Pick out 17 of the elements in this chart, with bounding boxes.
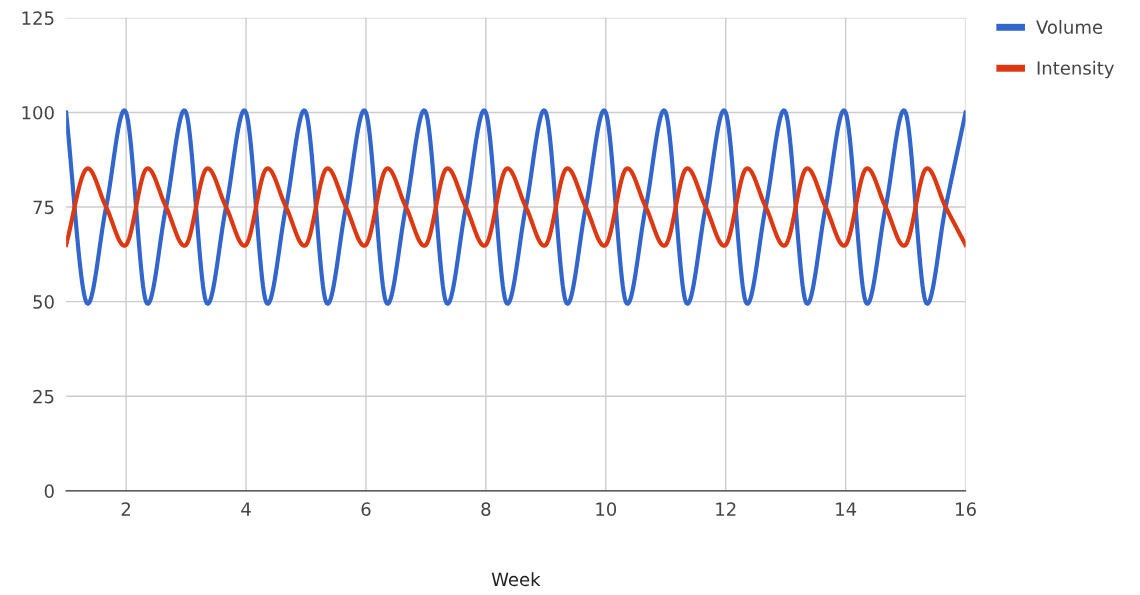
y-tick-label: 125 xyxy=(22,11,54,25)
y-tick-label: 75 xyxy=(33,200,54,215)
x-tick-label: 6 xyxy=(361,502,371,516)
x-tick-label: 14 xyxy=(836,502,857,516)
x-tick-label: 4 xyxy=(241,502,251,516)
y-tick-label: 0 xyxy=(44,484,54,498)
legend-label: Volume xyxy=(1036,19,1103,34)
y-tick-label: 25 xyxy=(33,389,54,404)
x-tick-label: 2 xyxy=(121,502,131,516)
x-tick-label: 12 xyxy=(716,502,736,516)
y-tick-label: 50 xyxy=(33,295,54,309)
x-axis-title: Week xyxy=(491,572,541,587)
x-tick-label: 8 xyxy=(481,502,491,516)
y-tick-label: 100 xyxy=(22,105,54,120)
legend-label: Intensity xyxy=(1037,60,1114,79)
x-tick-label: 10 xyxy=(596,502,617,516)
x-tick-label: 16 xyxy=(956,502,976,516)
